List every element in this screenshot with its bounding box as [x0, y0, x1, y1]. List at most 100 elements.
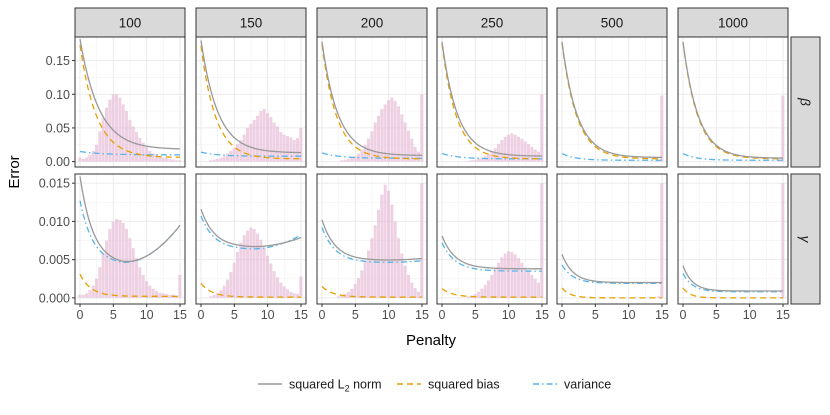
- histogram-bar: [480, 157, 484, 162]
- histogram-bar: [537, 282, 541, 298]
- l2-curve-gamma-500: [561, 254, 662, 284]
- histogram-bar: [350, 157, 354, 162]
- x-tick-label: 5: [352, 308, 359, 322]
- panel-beta-1000: [677, 36, 789, 168]
- x-tick-label: 15: [776, 308, 790, 322]
- histogram-bar: [131, 126, 135, 162]
- histogram-bar: [380, 194, 384, 298]
- histogram-bar: [229, 150, 233, 162]
- variance-curve-beta-1000: [682, 152, 783, 161]
- histogram-bar: [232, 262, 236, 298]
- histogram-bar: [403, 122, 407, 162]
- histogram-bar: [168, 158, 172, 162]
- histogram-bar: [242, 134, 246, 162]
- row-strip-beta: β: [790, 36, 821, 168]
- histogram-bar: [400, 253, 404, 298]
- column-strip-100: 100: [74, 7, 186, 38]
- histogram-bar: [282, 134, 286, 162]
- x-tick-label: 0: [77, 308, 84, 322]
- histogram-bar: [78, 157, 82, 162]
- column-strip-500: 500: [556, 7, 668, 38]
- histogram-bar: [161, 293, 165, 298]
- histogram-bar: [483, 284, 487, 298]
- x-tick-label: 15: [294, 308, 308, 322]
- histogram-bar: [510, 252, 514, 298]
- histogram-bar: [363, 261, 367, 298]
- histogram-bar: [141, 142, 145, 162]
- histogram-bar: [660, 95, 664, 162]
- histogram-bar: [209, 296, 213, 298]
- histogram-bar: [276, 126, 280, 162]
- histogram-bar: [125, 229, 129, 298]
- bias-curve-gamma-1000: [682, 287, 783, 299]
- histogram-bar: [85, 293, 89, 298]
- x-tick-label: 0: [198, 308, 205, 322]
- histogram-bar: [138, 138, 142, 162]
- histogram-bar: [125, 111, 129, 162]
- histogram-bar: [473, 294, 477, 298]
- histogram-bar: [95, 278, 99, 298]
- histogram-bar: [105, 240, 109, 298]
- histogram-bar: [533, 278, 537, 298]
- row-strip-gamma: γ: [790, 173, 821, 305]
- panel-border: [316, 173, 428, 305]
- y-tick-label: 0.15: [46, 54, 70, 68]
- histogram-bar: [232, 148, 236, 162]
- histogram-bar: [657, 160, 661, 162]
- histogram-bar: [413, 146, 417, 162]
- column-strip-label: 150: [240, 16, 263, 31]
- histogram-bar: [212, 294, 216, 298]
- x-tick-label: 10: [140, 308, 154, 322]
- histogram-bar: [340, 295, 344, 298]
- histogram-bar: [118, 219, 122, 298]
- histogram-bar: [500, 140, 504, 162]
- histogram-bar: [266, 255, 270, 298]
- histogram-bar: [340, 160, 344, 162]
- histogram-bar: [299, 127, 303, 162]
- histogram-bar: [252, 229, 256, 298]
- histogram-bar: [148, 285, 152, 298]
- variance-curve-beta-500: [561, 152, 662, 161]
- x-axis-title: Penalty: [406, 332, 457, 349]
- legend-label-l2: squared L2 norm: [289, 378, 382, 394]
- legend: squared L2 norm squared bias variance: [258, 378, 611, 394]
- histogram-bar: [158, 292, 162, 298]
- histogram-bar: [417, 291, 421, 298]
- histogram-bar: [357, 278, 361, 298]
- panel-border: [677, 173, 789, 305]
- x-tick-label: 15: [415, 308, 429, 322]
- histogram-bar: [420, 94, 424, 162]
- histogram-bar: [781, 183, 785, 298]
- l2-curve-beta-200: [321, 41, 423, 156]
- histogram-bar: [108, 229, 112, 298]
- histogram-bar: [373, 122, 377, 162]
- histogram-bar: [279, 131, 283, 162]
- column-strip-label: 100: [119, 16, 142, 31]
- histogram-bar: [540, 94, 544, 162]
- l2-curve-beta-1000: [682, 41, 784, 159]
- histogram-bar: [246, 230, 250, 298]
- histogram-bar: [657, 296, 661, 298]
- panel-beta-100: 0.00 0.05 0.10 0.15: [46, 36, 186, 169]
- column-strip-250: 250: [436, 7, 548, 38]
- histogram-bar: [121, 222, 125, 298]
- bias-curve-beta-150: [200, 45, 301, 160]
- histogram-bar: [520, 138, 524, 162]
- legend-label-variance: variance: [564, 378, 611, 392]
- row-strip-box: [790, 173, 821, 305]
- histogram-bar: [266, 113, 270, 162]
- column-strip-box: [74, 7, 186, 38]
- column-strip-150: 150: [195, 7, 307, 38]
- histogram-bar: [269, 263, 273, 298]
- histogram-bar: [407, 130, 411, 162]
- histogram-bar: [653, 160, 657, 162]
- histogram-bar: [118, 97, 122, 162]
- histogram-bar: [527, 144, 531, 162]
- histogram-bar: [216, 293, 220, 298]
- histogram-bar: [503, 253, 507, 298]
- panel-border: [195, 173, 307, 305]
- x-tick-label: 0: [559, 308, 566, 322]
- histogram-bar: [400, 114, 404, 162]
- histogram-bar: [517, 136, 521, 162]
- histogram-bar: [493, 268, 497, 298]
